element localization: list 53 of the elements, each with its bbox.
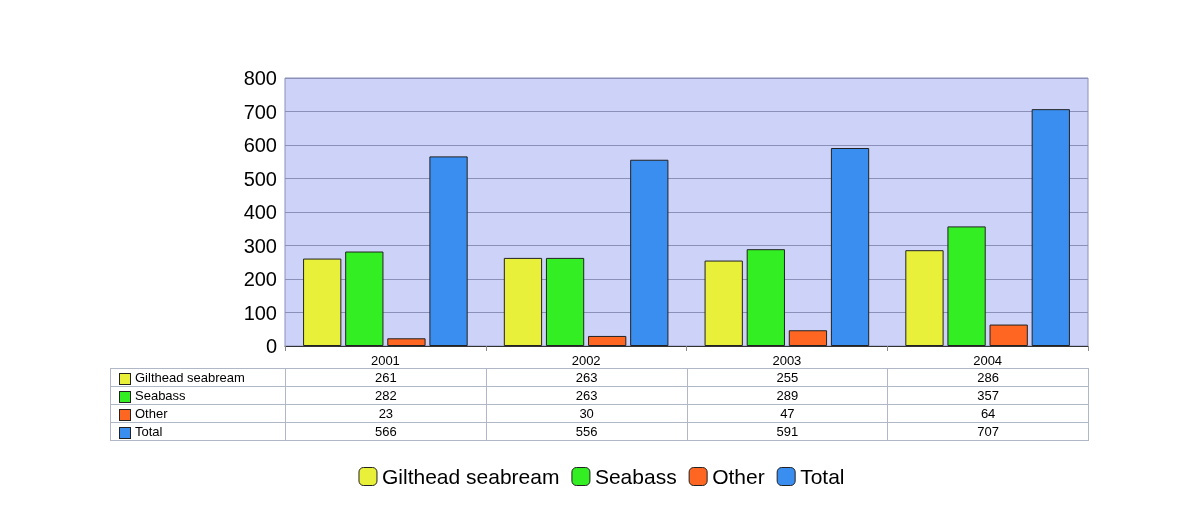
legend-label: Total [800,465,845,488]
data-label: 357 [887,386,1089,405]
bar [345,251,384,346]
bar [746,249,785,346]
data-label: 261 [285,368,487,387]
bar [588,335,627,346]
bar [303,258,342,346]
data-label: 282 [285,386,487,405]
bar [788,330,828,346]
bar [905,250,944,346]
legend-label: Seabass [594,465,677,488]
bar [630,159,669,346]
data-label: 47 [687,404,888,423]
bar [429,156,468,346]
data-label: 556 [486,422,687,441]
y-tick-label: 300 [243,234,277,257]
data-label: 64 [887,404,1089,423]
x-tick-label: 2002 [571,353,601,368]
data-label: 30 [486,404,687,423]
data-label: 23 [285,404,487,423]
bar [387,338,426,346]
y-tick-label: 800 [243,67,277,89]
y-tick-label: 700 [243,100,277,123]
text: Seabass [135,388,186,403]
text: Other [135,406,168,421]
bar [947,226,986,346]
data-label: 289 [687,386,888,405]
bar [545,257,585,346]
data-label: 263 [486,386,687,405]
x-tick-label: 2004 [973,353,1003,368]
legend-label: Gilthead seabream [110,368,286,387]
bar [989,324,1028,346]
text: Total [135,424,163,439]
legend-label: Other [712,465,765,488]
y-tick-label: 500 [243,167,277,190]
data-label: 707 [887,422,1089,441]
data-label: 566 [285,422,487,441]
bar [503,257,543,346]
y-tick-label: 200 [243,268,277,290]
data-label: 263 [486,368,687,387]
data-label: 255 [687,368,888,387]
y-tick-label: 0 [265,335,277,357]
text: Gilthead seabream [381,465,560,488]
data-label: 286 [887,368,1089,387]
bar [830,148,870,346]
y-tick-label: 600 [243,134,277,156]
bar [1031,109,1070,346]
bar [704,260,743,346]
data-label: 591 [687,422,888,441]
y-tick-label: 100 [243,301,277,324]
x-tick-label: 2003 [772,353,802,368]
x-tick-label: 2001 [370,353,400,368]
y-tick-label: 400 [243,201,277,223]
